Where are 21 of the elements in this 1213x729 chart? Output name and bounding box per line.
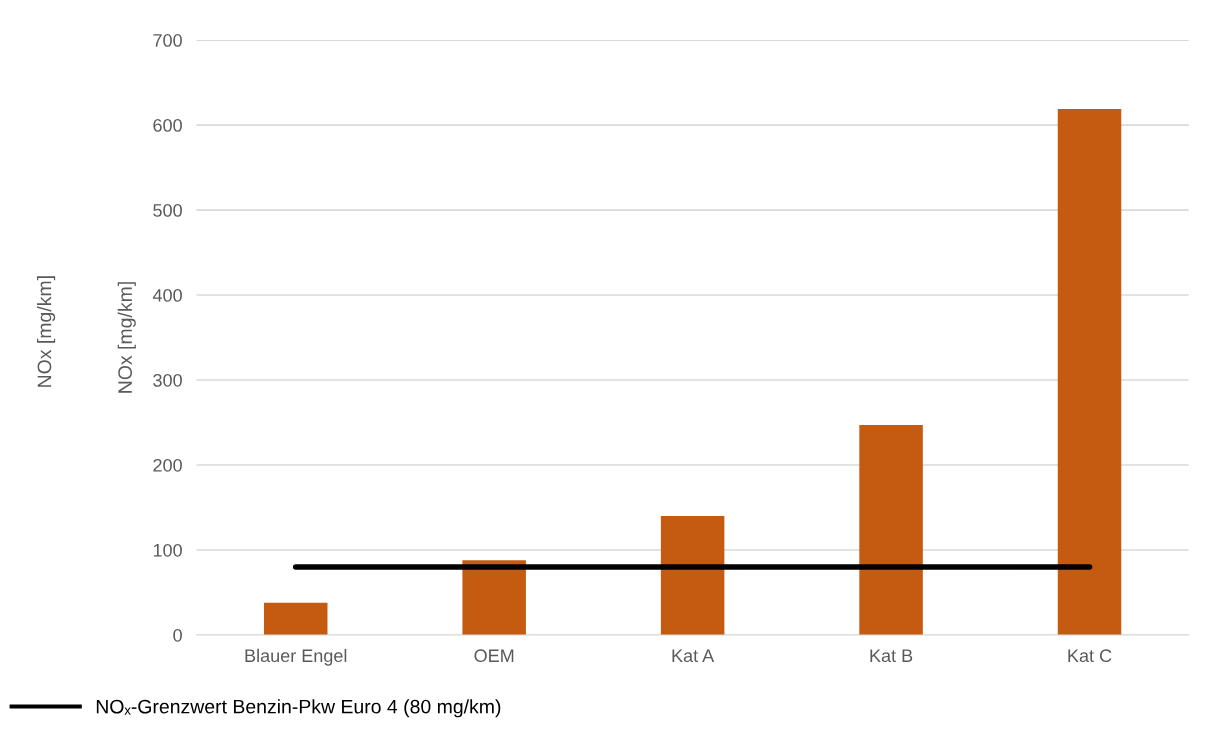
bar [660,515,725,635]
x-tick-label: OEM [474,649,514,663]
x-tick-label: Kat C [1068,649,1112,663]
x-tick-label: Kat B [870,649,913,663]
y-tick-label: 100 [153,543,182,557]
y-tick-label: 200 [153,458,182,472]
y-tick-label: 400 [152,288,182,302]
y-axis-title: NOx [mg/km] [117,282,136,393]
text: NOx [mg/km] [37,276,56,387]
legend-label: NOₓ-Grenzwert Benzin-Pkw Euro 4 (80 mg/km) [96,699,501,718]
bar [1057,108,1122,635]
y-tick-label: 700 [153,34,182,47]
y-tick-label: 600 [153,119,182,132]
bar [859,425,923,635]
y-tick-label: 0 [173,628,182,642]
y-tick-label: 300 [153,373,182,387]
bar [462,560,526,635]
bar [263,602,328,635]
x-tick-label: Blauer Engel [245,648,347,666]
x-tick-label: Kat A [672,649,715,663]
y-tick-label: 500 [153,203,182,217]
